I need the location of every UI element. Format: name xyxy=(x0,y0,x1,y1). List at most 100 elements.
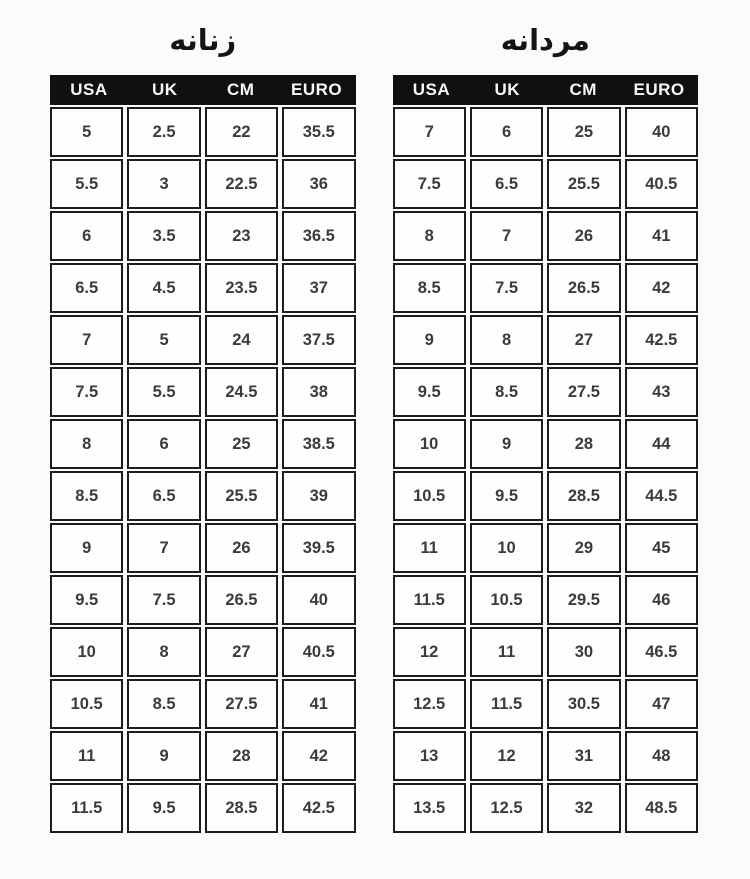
size-cell: 8 xyxy=(50,419,124,469)
size-cell: 7.5 xyxy=(392,159,466,209)
size-cell: 37 xyxy=(282,263,356,313)
size-cell: 10.5 xyxy=(392,471,466,521)
size-cell: 8.5 xyxy=(392,263,466,313)
size-cell: 45 xyxy=(624,523,698,573)
size-cell: 7.5 xyxy=(127,575,201,625)
column-header-cm: CM xyxy=(569,80,597,99)
size-cell: 9 xyxy=(50,523,124,573)
size-cell: 30.5 xyxy=(547,679,621,729)
size-cell: 26 xyxy=(204,523,279,573)
size-cell: 28.5 xyxy=(547,471,621,521)
size-cell: 8 xyxy=(469,315,544,365)
table-row: 8 6 25 38.5 xyxy=(50,419,356,469)
women-table-header-row: USA UK CM EURO xyxy=(50,75,356,105)
size-cell: 23.5 xyxy=(204,263,279,313)
size-cell: 40.5 xyxy=(624,159,698,209)
size-cell: 42 xyxy=(624,263,698,313)
size-cell: 7 xyxy=(392,107,466,157)
size-cell: 32 xyxy=(547,783,621,833)
size-cell: 11 xyxy=(392,523,466,573)
column-header-usa: USA xyxy=(412,80,451,99)
size-cell: 3.5 xyxy=(127,211,201,261)
table-row: 8.5 6.5 25.5 39 xyxy=(50,471,356,521)
size-cell: 48.5 xyxy=(624,783,698,833)
size-cell: 6 xyxy=(127,419,201,469)
table-row: 10 9 28 44 xyxy=(392,419,698,469)
size-cell: 26.5 xyxy=(204,575,279,625)
size-cell: 13 xyxy=(392,731,466,781)
men-table-title: مردانه xyxy=(500,23,590,57)
size-cell: 27 xyxy=(547,315,621,365)
size-cell: 11 xyxy=(469,627,544,677)
size-cell: 40.5 xyxy=(282,627,356,677)
size-cell: 26 xyxy=(547,211,621,261)
table-row: 11.5 9.5 28.5 42.5 xyxy=(50,783,356,833)
size-cell: 7.5 xyxy=(50,367,124,417)
size-cell: 39.5 xyxy=(282,523,356,573)
size-cell: 26.5 xyxy=(547,263,621,313)
table-row: 12.5 11.5 30.5 47 xyxy=(392,679,698,729)
size-cell: 23 xyxy=(204,211,279,261)
size-cell: 22.5 xyxy=(204,159,279,209)
table-row: 11.5 10.5 29.5 46 xyxy=(392,575,698,625)
table-row: 7 6 25 40 xyxy=(392,107,698,157)
size-cell: 6 xyxy=(469,107,544,157)
table-row: 10.5 9.5 28.5 44.5 xyxy=(392,471,698,521)
column-header-uk: UK xyxy=(152,80,178,99)
size-cell: 44.5 xyxy=(624,471,698,521)
table-row: 5 2.5 22 35.5 xyxy=(50,107,356,157)
table-row: 6 3.5 23 36.5 xyxy=(50,211,356,261)
size-cell: 9 xyxy=(392,315,466,365)
table-row: 13 12 31 48 xyxy=(392,731,698,781)
women-table-title: زنانه xyxy=(169,23,237,57)
size-cell: 13.5 xyxy=(392,783,466,833)
size-cell: 44 xyxy=(624,419,698,469)
table-row: 5.5 3 22.5 36 xyxy=(50,159,356,209)
size-cell: 12 xyxy=(392,627,466,677)
size-cell: 42.5 xyxy=(624,315,698,365)
size-cell: 8.5 xyxy=(469,367,544,417)
table-row: 13.5 12.5 32 48.5 xyxy=(392,783,698,833)
size-cell: 4.5 xyxy=(127,263,201,313)
size-cell: 9 xyxy=(127,731,201,781)
size-cell: 48 xyxy=(624,731,698,781)
table-row: 9 7 26 39.5 xyxy=(50,523,356,573)
size-cell: 37.5 xyxy=(282,315,356,365)
men-table-body: 7 6 25 40 7.5 6.5 25.5 40.5 8 7 26 41 8.5 7.5 26.5 42 9 8… xyxy=(392,107,698,833)
size-cell: 8.5 xyxy=(127,679,201,729)
size-cell: 11.5 xyxy=(392,575,466,625)
size-cell: 5.5 xyxy=(50,159,124,209)
size-cell: 5 xyxy=(127,315,201,365)
size-cell: 25 xyxy=(204,419,279,469)
size-cell: 42 xyxy=(282,731,356,781)
table-row: 7 5 24 37.5 xyxy=(50,315,356,365)
size-cell: 29 xyxy=(547,523,621,573)
size-cell: 3 xyxy=(127,159,201,209)
size-cell: 9.5 xyxy=(392,367,466,417)
size-cell: 10.5 xyxy=(50,679,124,729)
size-cell: 36 xyxy=(282,159,356,209)
size-cell: 24 xyxy=(204,315,279,365)
size-cell: 25 xyxy=(547,107,621,157)
size-cell: 7 xyxy=(127,523,201,573)
size-cell: 40 xyxy=(282,575,356,625)
size-cell: 46 xyxy=(624,575,698,625)
size-cell: 7 xyxy=(50,315,124,365)
men-size-table: مردانه USA UK CM EURO 7 6 25 40 7.5 6.5 25.5 40.5 8… xyxy=(392,14,698,879)
size-cell: 39 xyxy=(282,471,356,521)
size-cell: 29.5 xyxy=(547,575,621,625)
size-cell: 24.5 xyxy=(204,367,279,417)
size-cell: 8 xyxy=(127,627,201,677)
size-cell: 7 xyxy=(469,211,544,261)
size-cell: 28.5 xyxy=(204,783,279,833)
table-row: 7.5 6.5 25.5 40.5 xyxy=(392,159,698,209)
table-row: 12 11 30 46.5 xyxy=(392,627,698,677)
size-cell: 6.5 xyxy=(469,159,544,209)
size-cell: 9.5 xyxy=(469,471,544,521)
column-header-euro: EURO xyxy=(291,80,343,99)
size-cell: 8 xyxy=(392,211,466,261)
column-header-usa: USA xyxy=(70,80,108,99)
table-row: 9.5 8.5 27.5 43 xyxy=(392,367,698,417)
table-row: 9 8 27 42.5 xyxy=(392,315,698,365)
